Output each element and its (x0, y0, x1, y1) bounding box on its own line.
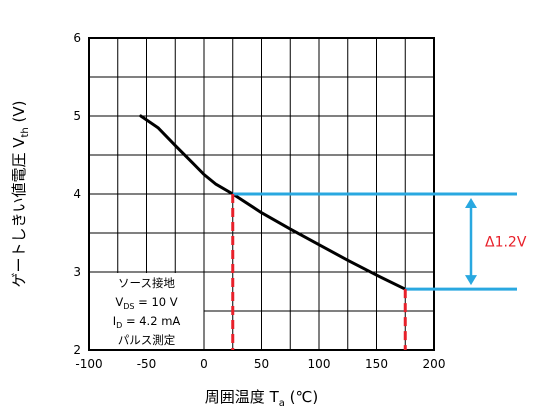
condition-line: ID = 4.2 mA (113, 314, 181, 330)
x-tick-label: 150 (365, 357, 388, 371)
y-axis-title: ゲートしきい値電圧 Vth (V) (10, 100, 31, 287)
y-tick-label: 4 (73, 187, 81, 201)
delta-arrow-head-down (465, 275, 477, 286)
condition-line: VDS = 10 V (115, 295, 177, 311)
y-tick-label: 6 (73, 31, 81, 45)
y-tick-label: 5 (73, 109, 81, 123)
x-tick-label: 200 (423, 357, 446, 371)
vth-curve (139, 114, 407, 291)
x-tick-label: 100 (308, 357, 331, 371)
x-tick-label: -100 (75, 357, 102, 371)
y-tick-label: 3 (73, 265, 81, 279)
delta-label: Δ1.2V (485, 235, 527, 251)
x-tick-label: -50 (137, 357, 157, 371)
condition-box-bg (90, 273, 204, 349)
delta-arrow-head-up (465, 198, 477, 208)
series-layer (139, 114, 407, 291)
x-tick-label: 50 (254, 357, 269, 371)
y-tick-label: 2 (73, 343, 81, 357)
x-tick-label: 0 (200, 357, 208, 371)
annotations: ソース接地 VDS = 10 V ID = 4.2 mA パルス測定 Δ1.2V (89, 192, 527, 350)
x-axis-title: 周囲温度 Ta (℃) (205, 388, 318, 409)
condition-line: パルス測定 (118, 333, 176, 347)
axis-titles: 周囲温度 Ta (℃) ゲートしきい値電圧 Vth (V) (10, 100, 318, 409)
tick-labels: -100 -50 0 50 100 150 200 2 3 4 5 6 (73, 31, 445, 371)
condition-line: ソース接地 (118, 276, 175, 290)
